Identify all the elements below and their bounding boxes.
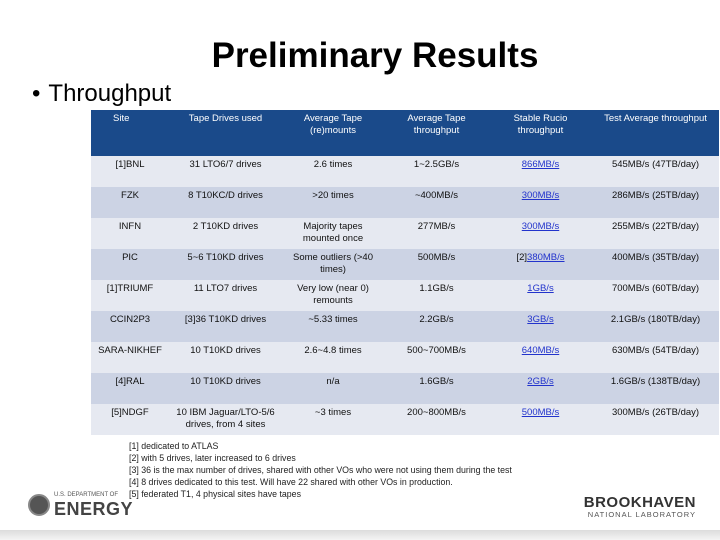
cell-drives: [3]36 T10KD drives [169,311,282,342]
bullet-label: Throughput [48,80,172,107]
cell-site: INFN [91,218,169,249]
cell-site: FZK [91,187,169,218]
cell-remounts: Majority tapes mounted once [282,218,384,249]
cell-test-average: 630MB/s (54TB/day) [592,342,719,373]
cell-drives: 10 T10KD drives [169,342,282,373]
rucio-link[interactable]: 3GB/s [527,314,554,325]
brookhaven-logo: BROOKHAVEN NATIONAL LABORATORY [576,494,696,520]
cell-test-average: 2.1GB/s (180TB/day) [592,311,719,342]
bottom-band [0,530,720,540]
cell-test-average: 1.6GB/s (138TB/day) [592,373,719,404]
rucio-link[interactable]: 300MB/s [521,190,560,201]
cell-tape-throughput: 200~800MB/s [384,404,489,435]
footnote-ref: [2] [516,252,528,263]
table-row: INFN 2 T10KD drives Majority tapes mount… [91,218,719,249]
cell-site: [1]TRIUMF [91,280,169,311]
footnotes: [1] dedicated to ATLAS [2] with 5 drives… [129,440,512,500]
rucio-link[interactable]: 1GB/s [527,283,554,294]
footnote-item: [5] federated T1, 4 physical sites have … [129,489,301,499]
table-row: [4]RAL 10 T10KD drives n/a 1.6GB/s 2GB/s… [91,373,719,404]
cell-tape-throughput: 500MB/s [384,249,489,280]
cell-test-average: 255MB/s (22TB/day) [592,218,719,249]
cell-site: [1]BNL [91,156,169,187]
cell-test-average: 400MB/s (35TB/day) [592,249,719,280]
cell-site: CCIN2P3 [91,311,169,342]
doe-logo-title: ENERGY [54,499,134,519]
header-tape-throughput: Average Tape throughput [384,110,489,156]
cell-remounts: Some outliers (>40 times) [282,249,384,280]
cell-test-average: 286MB/s (25TB/day) [592,187,719,218]
doe-logo-subtitle: U.S. DEPARTMENT OF [54,492,119,498]
cell-drives: 10 IBM Jaguar/LTO-5/6 drives, from 4 sit… [169,404,282,435]
table-row: PIC 5~6 T10KD drives Some outliers (>40 … [91,249,719,280]
cell-tape-throughput: 1~2.5GB/s [384,156,489,187]
cell-site: [5]NDGF [91,404,169,435]
rucio-link[interactable]: 380MB/s [527,252,565,263]
cell-test-average: 300MB/s (26TB/day) [592,404,719,435]
header-site: Site [91,110,169,156]
rucio-link[interactable]: 640MB/s [521,345,560,356]
footnote-item: [4] 8 drives dedicated to this test. Wil… [129,477,453,487]
cell-tape-throughput: 2.2GB/s [384,311,489,342]
cell-site: [4]RAL [91,373,169,404]
header-test-average: Test Average throughput [592,110,719,156]
bullet-dot: • [32,80,41,107]
table-row: CCIN2P3 [3]36 T10KD drives ~5.33 times 2… [91,311,719,342]
cell-rucio-throughput: 500MB/s [489,404,592,435]
bullet-throughput: • Throughput [32,80,171,108]
footnote-item: [3] 36 is the max number of drives, shar… [129,465,512,475]
cell-rucio-throughput: 300MB/s [489,218,592,249]
cell-drives: 11 LTO7 drives [169,280,282,311]
cell-tape-throughput: 277MB/s [384,218,489,249]
cell-rucio-throughput: 2GB/s [489,373,592,404]
header-remounts: Average Tape (re)mounts [282,110,384,156]
table-row: [1]TRIUMF 11 LTO7 drives Very low (near … [91,280,719,311]
cell-remounts: n/a [282,373,384,404]
brookhaven-logo-title: BROOKHAVEN [583,494,696,511]
cell-rucio-throughput: [2]380MB/s [489,249,592,280]
rucio-link[interactable]: 500MB/s [521,407,560,418]
rucio-link[interactable]: 2GB/s [527,376,554,387]
cell-tape-throughput: 1.6GB/s [384,373,489,404]
cell-rucio-throughput: 866MB/s [489,156,592,187]
cell-tape-throughput: 500~700MB/s [384,342,489,373]
cell-remounts: ~3 times [282,404,384,435]
cell-test-average: 545MB/s (47TB/day) [592,156,719,187]
table-row: FZK 8 T10KC/D drives >20 times ~400MB/s … [91,187,719,218]
table-header-row: Site Tape Drives used Average Tape (re)m… [91,110,719,156]
cell-drives: 8 T10KC/D drives [169,187,282,218]
cell-drives: 2 T10KD drives [169,218,282,249]
footnote-item: [2] with 5 drives, later increased to 6 … [129,453,296,463]
cell-rucio-throughput: 1GB/s [489,280,592,311]
table-row: SARA-NIKHEF 10 T10KD drives 2.6~4.8 time… [91,342,719,373]
cell-tape-throughput: 1.1GB/s [384,280,489,311]
cell-remounts: 2.6~4.8 times [282,342,384,373]
footnote-item: [1] dedicated to ATLAS [129,441,219,451]
table-row: [1]BNL 31 LTO6/7 drives 2.6 times 1~2.5G… [91,156,719,187]
slide-title: Preliminary Results [211,36,539,75]
rucio-link[interactable]: 300MB/s [521,221,560,232]
cell-site: SARA-NIKHEF [91,342,169,373]
cell-rucio-throughput: 300MB/s [489,187,592,218]
cell-remounts: ~5.33 times [282,311,384,342]
cell-site: PIC [91,249,169,280]
header-rucio-throughput: Stable Rucio throughput [489,110,592,156]
header-drives: Tape Drives used [169,110,282,156]
cell-rucio-throughput: 3GB/s [489,311,592,342]
cell-remounts: Very low (near 0) remounts [282,280,384,311]
rucio-link[interactable]: 866MB/s [521,159,560,170]
doe-logo: U.S. DEPARTMENT OF ENERGY [28,492,133,520]
cell-remounts: >20 times [282,187,384,218]
cell-remounts: 2.6 times [282,156,384,187]
cell-tape-throughput: ~400MB/s [384,187,489,218]
cell-drives: 31 LTO6/7 drives [169,156,282,187]
cell-test-average: 700MB/s (60TB/day) [592,280,719,311]
doe-seal-icon [28,494,50,516]
table-row: [5]NDGF 10 IBM Jaguar/LTO-5/6 drives, fr… [91,404,719,435]
brookhaven-logo-subtitle: NATIONAL LABORATORY [587,510,696,519]
cell-drives: 5~6 T10KD drives [169,249,282,280]
cell-rucio-throughput: 640MB/s [489,342,592,373]
cell-drives: 10 T10KD drives [169,373,282,404]
results-table: Site Tape Drives used Average Tape (re)m… [91,110,719,435]
